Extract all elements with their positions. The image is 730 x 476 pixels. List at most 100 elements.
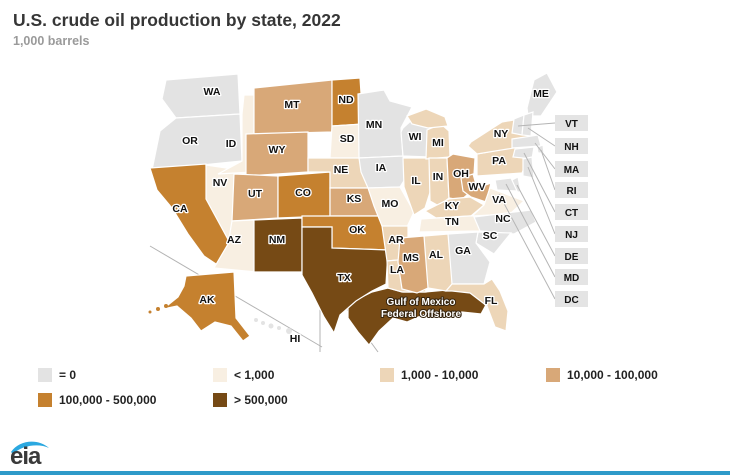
legend-label-100k-500k: 100,000 - 500,000 <box>59 393 157 407</box>
gulf-offshore-label-line2: Federal Offshore <box>381 309 461 320</box>
state-HI-island-2 <box>268 323 274 329</box>
state-label-ND: ND <box>338 94 354 106</box>
units-subtitle: 1,000 barrels <box>13 34 90 48</box>
state-label-AZ: AZ <box>227 234 242 246</box>
state-label-FL: FL <box>485 295 498 307</box>
state-AK-island-0 <box>148 310 152 314</box>
legend-item-100k-500k: 100,000 - 500,000 <box>38 393 156 407</box>
legend-swatch-zero <box>38 368 52 382</box>
state-AK <box>162 271 251 342</box>
ne-box-label-MD: MD <box>564 273 580 284</box>
legend-item-lt1k: < 1,000 <box>213 368 274 382</box>
legend-swatch-gt500k <box>213 393 227 407</box>
leader-line-7 <box>505 183 556 278</box>
bottom-accent-bar <box>0 471 730 475</box>
state-label-WA: WA <box>204 86 221 98</box>
ne-box-MD <box>555 269 588 285</box>
leader-line-5 <box>527 166 556 235</box>
state-label-KS: KS <box>347 193 362 205</box>
legend-item-10k-100k: 10,000 - 100,000 <box>546 368 658 382</box>
legend-swatch-100k-500k <box>38 393 52 407</box>
state-HI-island-1 <box>261 321 265 325</box>
state-label-IN: IN <box>433 171 444 183</box>
state-AK-island-1 <box>156 307 160 311</box>
state-label-GA: GA <box>455 245 471 257</box>
ne-box-label-NH: NH <box>564 142 578 153</box>
legend-swatch-1k-10k <box>380 368 394 382</box>
legend-item-1k-10k: 1,000 - 10,000 <box>380 368 478 382</box>
state-label-MS: MS <box>403 252 419 264</box>
ne-box-RI <box>555 182 588 198</box>
state-label-VA: VA <box>492 194 506 206</box>
state-label-LA: LA <box>390 264 404 276</box>
state-label-TX: TX <box>337 272 350 284</box>
legend-swatch-10k-100k <box>546 368 560 382</box>
leader-line-1 <box>527 127 556 147</box>
state-label-ID: ID <box>226 138 237 150</box>
state-label-MO: MO <box>382 198 399 210</box>
state-label-AR: AR <box>388 234 404 246</box>
page-title: U.S. crude oil production by state, 2022 <box>13 10 341 30</box>
legend-label-lt1k: < 1,000 <box>234 368 275 382</box>
ne-box-NH <box>555 138 588 154</box>
state-label-TN: TN <box>445 216 459 228</box>
state-label-HI: HI <box>290 333 301 345</box>
legend-label-1k-10k: 1,000 - 10,000 <box>401 368 479 382</box>
ne-box-label-MA: MA <box>564 165 580 176</box>
legend-label-gt500k: > 500,000 <box>234 393 288 407</box>
state-label-MI: MI <box>432 137 444 149</box>
state-HI-island-0 <box>254 318 258 322</box>
ne-box-MA <box>555 161 588 177</box>
state-label-WV: WV <box>469 181 486 193</box>
state-label-CA: CA <box>172 203 188 215</box>
state-label-SD: SD <box>340 133 355 145</box>
inset-divider-line-0 <box>149 245 323 348</box>
state-label-OK: OK <box>349 224 365 236</box>
state-TX <box>301 226 389 335</box>
legend-swatch-lt1k <box>213 368 227 382</box>
legend-label-zero: = 0 <box>59 368 77 382</box>
state-WA <box>161 73 241 119</box>
state-HI-island-4 <box>286 328 292 334</box>
eia-logo: eia <box>8 437 54 471</box>
state-label-IL: IL <box>411 175 421 187</box>
ne-box-DC <box>555 291 588 307</box>
state-label-UT: UT <box>248 188 263 200</box>
state-MI-part2 <box>406 108 449 129</box>
state-label-NV: NV <box>213 177 228 189</box>
state-label-ME: ME <box>533 88 549 100</box>
leader-line-6 <box>516 184 556 257</box>
gulf-offshore-label-line1: Gulf of Mexico <box>387 297 456 308</box>
leader-line-2 <box>534 142 556 170</box>
state-label-MN: MN <box>366 119 382 131</box>
state-label-NE: NE <box>334 164 349 176</box>
state-label-MT: MT <box>284 99 300 111</box>
state-FL <box>444 278 509 332</box>
legend-item-zero: = 0 <box>38 368 76 382</box>
logo-swoosh-icon <box>11 441 49 454</box>
leader-line-4 <box>523 152 556 213</box>
ne-box-label-NJ: NJ <box>565 230 578 241</box>
state-label-NM: NM <box>269 234 286 246</box>
state-label-PA: PA <box>492 155 506 167</box>
leader-line-0 <box>517 122 556 127</box>
state-label-NY: NY <box>494 128 509 140</box>
state-AK-island-2 <box>164 304 168 308</box>
state-NC <box>473 209 537 235</box>
ne-box-CT <box>555 204 588 220</box>
state-label-WY: WY <box>269 144 286 156</box>
state-label-KY: KY <box>445 200 460 212</box>
ne-box-label-DC: DC <box>564 295 578 306</box>
legend-item-gt500k: > 500,000 <box>213 393 288 407</box>
state-AZ <box>213 219 257 273</box>
state-RI <box>536 144 545 154</box>
state-label-AL: AL <box>429 249 444 261</box>
ne-box-label-RI: RI <box>567 186 577 197</box>
state-label-AK: AK <box>199 294 215 306</box>
ne-box-label-VT: VT <box>565 119 578 130</box>
leader-line-3 <box>540 149 556 191</box>
state-MS <box>397 235 429 294</box>
ne-box-label-DE: DE <box>565 252 579 263</box>
legend-label-10k-100k: 10,000 - 100,000 <box>567 368 658 382</box>
